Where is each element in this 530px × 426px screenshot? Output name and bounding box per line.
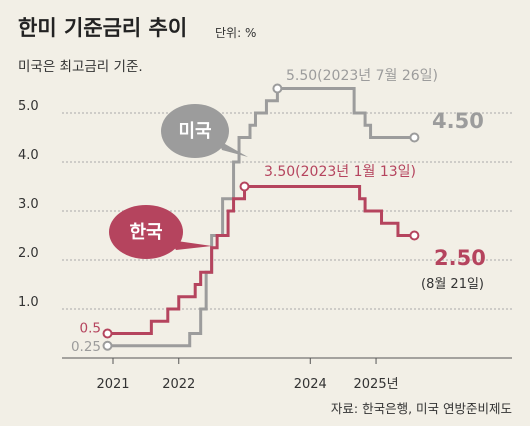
us-peak-label: 5.50(2023년 7월 26일) [286, 68, 438, 84]
korea-peak-label: 3.50(2023년 1월 13일) [264, 164, 416, 180]
x-tick-label: 2022 [162, 377, 195, 392]
us-rate-line [107, 87, 415, 348]
y-tick-label: 4.0 [18, 148, 39, 163]
y-tick-label: 5.0 [18, 99, 39, 114]
us-start-label: 0.25 [71, 339, 101, 355]
korea-series-bubble-tail [170, 240, 212, 250]
korea-series-bubble-label: 한국 [129, 222, 162, 243]
data-point-marker [409, 230, 420, 241]
korea-series-bubble [109, 205, 183, 259]
x-tick-label: 2025년 [354, 377, 399, 392]
source-note: 자료: 한국은행, 미국 연방준비제도 [330, 401, 512, 416]
us-series-bubble-label: 미국 [178, 121, 211, 142]
data-point-marker [409, 132, 420, 143]
korea-start-label: 0.5 [80, 321, 101, 337]
data-point-marker [102, 328, 113, 339]
x-tick-label: 2024 [294, 377, 327, 392]
data-point-marker [102, 340, 113, 351]
unit-label: 단위: % [215, 26, 257, 40]
us-series-bubble-tail [218, 140, 248, 157]
data-point-marker [272, 83, 283, 94]
y-tick-label: 3.0 [18, 197, 39, 212]
chart-subtitle: 미국은 최고금리 기준. [18, 59, 143, 75]
y-tick-label: 1.0 [18, 295, 39, 310]
korea-end-label: 2.50 [434, 246, 486, 270]
us-series-bubble [161, 104, 229, 158]
us-end-label: 4.50 [432, 109, 484, 133]
korea-end-note: (8월 21일) [421, 277, 484, 292]
y-tick-label: 2.0 [18, 246, 39, 261]
data-point-marker [239, 181, 250, 192]
x-tick-label: 2021 [96, 377, 129, 392]
korea-rate-line [107, 185, 415, 335]
chart-title: 한미 기준금리 추이 [18, 16, 188, 40]
